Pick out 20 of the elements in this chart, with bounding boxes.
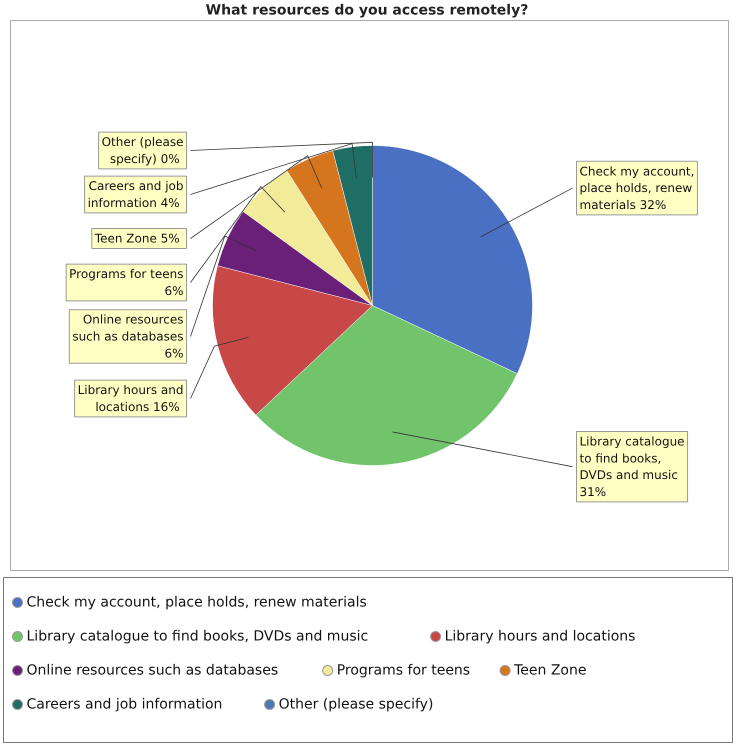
category-label: Check my account, place holds, renew materials 32%: [580, 164, 694, 212]
chart-title: What resources do you access remotely?: [206, 2, 528, 18]
legend-label: Careers and job information: [26, 696, 222, 712]
category-label: Other (please specify) 0%: [102, 135, 184, 166]
legend-label: Programs for teens: [336, 662, 470, 678]
slice-label: Online resources such as databases: [72, 312, 184, 344]
category-label: Careers and job information 4%: [88, 179, 184, 210]
slice-label: Programs for teens: [69, 267, 184, 282]
legend-label: Library catalogue to find books, DVDs and music: [26, 628, 368, 644]
data-label: 6%: [164, 284, 184, 298]
legend-label: Online resources such as databases: [26, 662, 278, 678]
category-label: Teen Zone 5%: [94, 232, 180, 246]
legend-label: Other (please specify): [278, 696, 434, 712]
data-label: 6%: [164, 346, 184, 360]
legend-label: Check my account, place holds, renew materials: [26, 594, 367, 610]
category-label: Library hours and locations 16%: [78, 383, 184, 414]
slice-label: Library catalogue to find books, DVDs and music: [580, 434, 685, 482]
legend-label: Teen Zone: [513, 662, 586, 678]
data-label: 31%: [580, 484, 606, 499]
legend-label: Library hours and locations: [444, 628, 636, 644]
